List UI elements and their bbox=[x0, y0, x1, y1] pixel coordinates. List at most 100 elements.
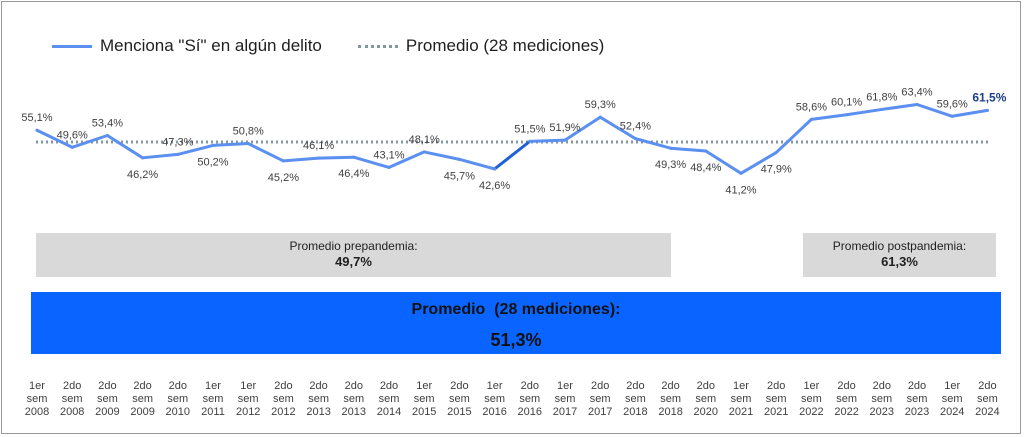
x-tick-label: sem bbox=[907, 393, 928, 405]
data-point bbox=[141, 156, 145, 160]
data-point bbox=[563, 138, 567, 142]
data-label: 59,3% bbox=[585, 99, 616, 111]
x-tick-label: 2do bbox=[626, 380, 644, 392]
x-tick-label: 2017 bbox=[588, 406, 612, 418]
overall-average-box: Promedio (28 mediciones): 51,3% bbox=[31, 292, 1001, 354]
x-tick-label: 1er bbox=[944, 380, 960, 392]
data-point bbox=[845, 113, 849, 117]
x-tick-label: 2015 bbox=[412, 406, 436, 418]
data-point bbox=[809, 117, 813, 121]
data-label: 45,7% bbox=[444, 170, 475, 182]
series-segment bbox=[704, 149, 743, 175]
x-tick-label: sem bbox=[519, 393, 540, 405]
x-tick-label: sem bbox=[660, 393, 681, 405]
x-tick-label: 2do bbox=[908, 380, 926, 392]
x-tick-label: 2do bbox=[274, 380, 292, 392]
legend-series-label: Menciona "Sí" en algún delito bbox=[100, 36, 322, 55]
postpandemic-average-box: Promedio postpandemia: 61,3% bbox=[803, 233, 996, 277]
x-tick-label: 2016 bbox=[518, 406, 542, 418]
series-segment bbox=[669, 146, 708, 153]
overall-average-label: Promedio (28 mediciones): bbox=[411, 301, 621, 318]
data-label: 49,3% bbox=[655, 159, 686, 171]
x-tick-label: sem bbox=[308, 393, 329, 405]
x-tick-label: 2do bbox=[450, 380, 468, 392]
series-segment bbox=[281, 156, 321, 163]
x-tick-label: 2018 bbox=[623, 406, 647, 418]
x-tick-label: 2do bbox=[697, 380, 715, 392]
prepandemic-average-label: Promedio prepandemia: bbox=[289, 239, 418, 253]
x-tick-label: 2018 bbox=[658, 406, 682, 418]
x-tick-label: sem bbox=[801, 393, 822, 405]
x-tick-label: 1er bbox=[205, 380, 221, 392]
x-tick-label: 2012 bbox=[236, 406, 260, 418]
x-tick-label: 2008 bbox=[25, 406, 49, 418]
data-label: 48,4% bbox=[690, 162, 721, 174]
x-tick-label: 2do bbox=[63, 380, 81, 392]
data-label: 53,4% bbox=[92, 117, 123, 129]
data-label: 42,6% bbox=[479, 180, 510, 192]
data-point bbox=[317, 156, 321, 160]
legend-average-swatch bbox=[357, 44, 398, 48]
data-label: 55,1% bbox=[21, 112, 52, 124]
x-tick-label: 1er bbox=[733, 380, 749, 392]
x-tick-label: 2012 bbox=[271, 406, 295, 418]
data-label: 59,6% bbox=[937, 98, 968, 110]
series-segment bbox=[387, 150, 426, 169]
x-tick-label: 2009 bbox=[130, 406, 154, 418]
data-label: 48,1% bbox=[409, 134, 440, 146]
data-label: 58,6% bbox=[796, 101, 827, 113]
x-tick-label: sem bbox=[379, 393, 400, 405]
data-point bbox=[704, 149, 708, 153]
data-label: 61,5% bbox=[972, 90, 1006, 104]
postpandemic-average-value: 61,3% bbox=[881, 254, 918, 269]
data-label: 50,2% bbox=[197, 156, 228, 168]
prepandemic-average-box: Promedio prepandemia: 49,7% bbox=[36, 233, 671, 277]
data-point bbox=[35, 128, 39, 132]
x-tick-label: sem bbox=[836, 393, 857, 405]
x-tick-label: 2017 bbox=[553, 406, 577, 418]
series-segment bbox=[35, 128, 74, 149]
x-tick-label: 2016 bbox=[482, 406, 506, 418]
data-point bbox=[246, 142, 250, 146]
data-point bbox=[105, 133, 109, 137]
legend-item-series: Menciona "Sí" en algún delito bbox=[52, 36, 322, 56]
x-tick-label: 2do bbox=[837, 380, 855, 392]
x-tick-label: 2do bbox=[98, 380, 116, 392]
series-segment bbox=[246, 142, 285, 163]
series-segment bbox=[528, 138, 567, 143]
series-segment bbox=[950, 108, 989, 118]
legend-item-average: Promedio (28 mediciones) bbox=[357, 36, 604, 56]
series-segment bbox=[141, 152, 180, 160]
x-tick-label: 2023 bbox=[870, 406, 894, 418]
data-point bbox=[739, 171, 743, 175]
series-segment bbox=[176, 143, 215, 156]
series-segment bbox=[352, 155, 391, 169]
data-label: 45,2% bbox=[268, 172, 299, 184]
x-tick-label: 2008 bbox=[60, 406, 84, 418]
data-point bbox=[176, 152, 180, 156]
series-segment bbox=[880, 102, 919, 111]
data-label: 46,1% bbox=[303, 140, 334, 152]
data-label: 46,2% bbox=[127, 169, 158, 181]
x-tick-label: 2013 bbox=[306, 406, 330, 418]
series-segment bbox=[809, 113, 849, 121]
x-tick-label: 2do bbox=[873, 380, 891, 392]
data-label: 46,4% bbox=[338, 168, 369, 180]
x-tick-label: 1er bbox=[240, 380, 256, 392]
x-tick-label: sem bbox=[590, 393, 611, 405]
x-tick-label: sem bbox=[167, 393, 188, 405]
x-tick-label: 2021 bbox=[729, 406, 753, 418]
x-tick-label: sem bbox=[273, 393, 294, 405]
x-tick-label: sem bbox=[414, 393, 435, 405]
x-tick-label: 1er bbox=[29, 380, 45, 392]
data-label: 49,6% bbox=[57, 129, 88, 141]
postpandemic-average-label: Promedio postpandemia: bbox=[832, 239, 967, 253]
data-label: 51,5% bbox=[514, 123, 545, 135]
x-tick-label: 1er bbox=[416, 380, 432, 392]
x-tick-label: 2do bbox=[767, 380, 785, 392]
x-tick-label: sem bbox=[766, 393, 787, 405]
x-tick-label: sem bbox=[871, 393, 892, 405]
data-point bbox=[493, 167, 497, 171]
overall-average-value: 51,3% bbox=[490, 330, 542, 350]
